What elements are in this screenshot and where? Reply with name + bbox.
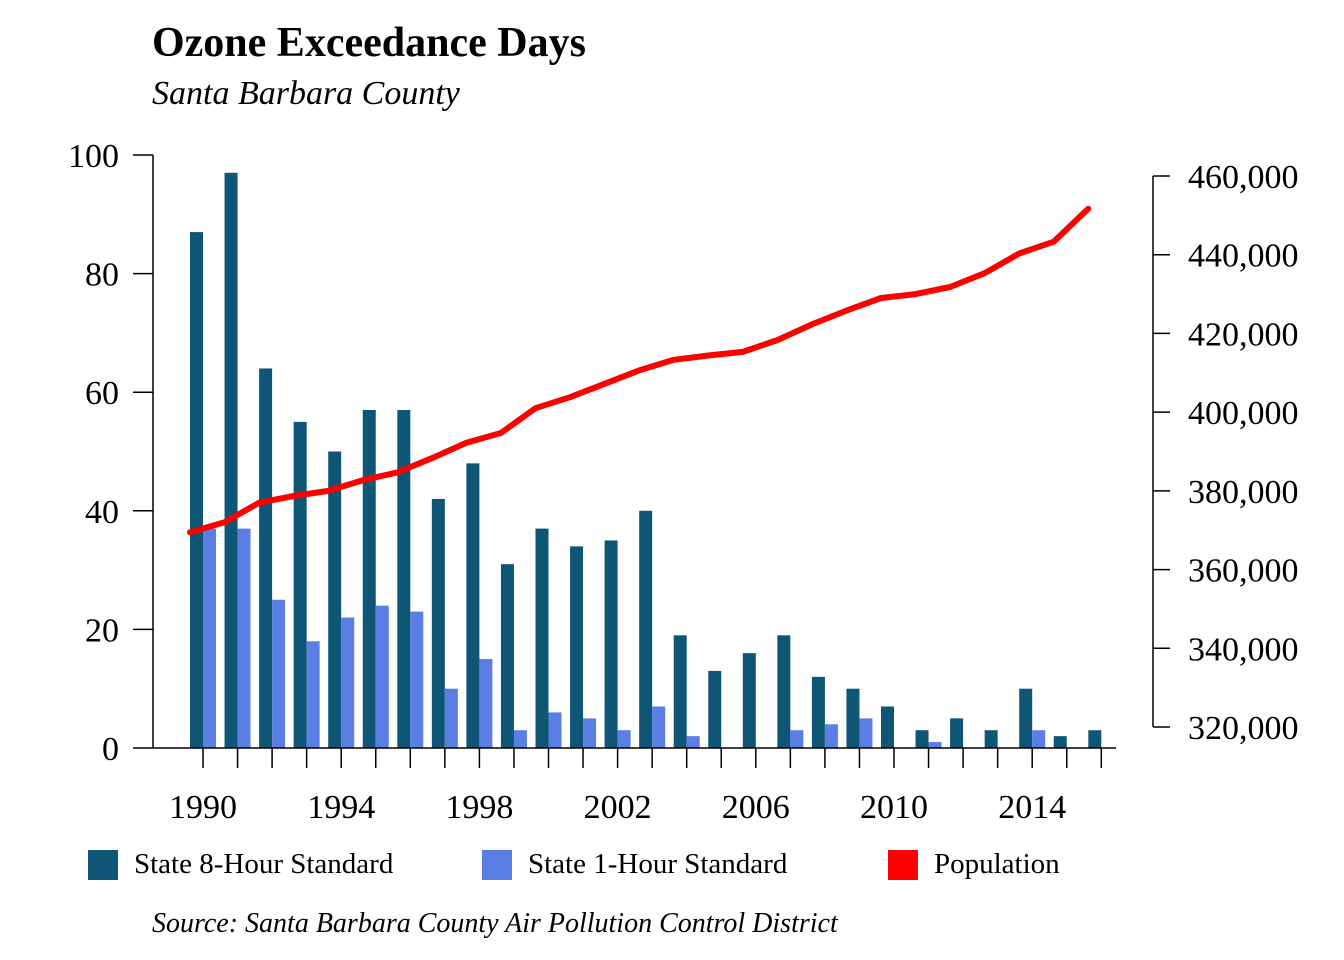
- bar-8-hour: [846, 688, 860, 748]
- bar-1-hour: [410, 611, 424, 748]
- legend-swatch-8-hour: [88, 849, 118, 880]
- population-line-series: [187, 205, 1092, 536]
- left-axis-tick-label: 80: [85, 257, 119, 294]
- bar-8-hour: [1088, 730, 1102, 748]
- bar-1-hour: [790, 730, 804, 748]
- right-axis-tick-label: 400,000: [1188, 395, 1299, 432]
- legend-swatch-population: [888, 849, 918, 880]
- bar-1-hour: [272, 599, 286, 748]
- bar-1-hour: [824, 724, 838, 748]
- right-axis-tick-label: 460,000: [1188, 159, 1299, 196]
- population-line: [187, 205, 1092, 536]
- legend-label-8-hour: State 8-Hour Standard: [134, 848, 394, 880]
- right-axis-tick-label: 340,000: [1188, 631, 1299, 668]
- bar-8-hour: [742, 653, 756, 748]
- legend-item-8-hour: State 8-Hour Standard: [88, 848, 393, 881]
- bar-1-hour: [375, 605, 389, 748]
- bar-1-hour: [479, 659, 493, 748]
- bar-8-hour: [466, 463, 480, 748]
- bar-8-hour: [397, 409, 411, 748]
- bar-8-hour: [259, 368, 273, 748]
- bar-8-hour: [604, 540, 618, 748]
- bar-8-hour: [535, 528, 549, 748]
- legend-item-1-hour: State 1-Hour Standard: [482, 848, 787, 881]
- bar-8-hour: [984, 730, 998, 748]
- left-axis-tick-label: 60: [85, 375, 119, 412]
- legend-swatch-1-hour: [482, 849, 512, 880]
- right-axis-tick-label: 360,000: [1188, 553, 1299, 590]
- bar-8-hour: [224, 172, 238, 749]
- x-axis-tick-label: 1994: [307, 789, 375, 826]
- legend-item-population: Population: [888, 848, 1060, 881]
- x-axis-tick-label: 2010: [860, 789, 928, 826]
- x-axis-tick-label: 1990: [169, 789, 237, 826]
- bar-8-hour: [362, 409, 376, 748]
- left-axis-tick-label: 100: [68, 138, 119, 175]
- bar-8-hour: [950, 718, 964, 748]
- x-axis-tick-label: 2006: [722, 789, 790, 826]
- bar-8-hour: [881, 706, 894, 748]
- source-note: Source: Santa Barbara County Air Polluti…: [152, 908, 838, 939]
- bar-1-hour: [859, 718, 873, 748]
- bar-8-hour: [915, 730, 929, 748]
- right-axis-tick-label: 440,000: [1188, 238, 1299, 275]
- bar-8-hour: [190, 232, 203, 749]
- bar-8-hour: [570, 546, 584, 748]
- right-axis-tick-label: 420,000: [1188, 316, 1299, 353]
- bar-1-hour: [686, 736, 700, 748]
- bar-8-hour: [500, 564, 514, 748]
- bar-8-hour: [1019, 688, 1033, 748]
- right-axis-tick-label: 380,000: [1188, 474, 1299, 511]
- chart-title: Ozone Exceedance Days: [152, 20, 586, 66]
- bar-1-hour: [583, 718, 597, 748]
- x-axis-tick-label: 1998: [445, 789, 513, 826]
- bar-1-hour: [1032, 730, 1046, 748]
- legend: State 8-Hour Standard State 1-Hour Stand…: [88, 848, 1188, 884]
- right-axis-tick-label: 320,000: [1188, 710, 1299, 747]
- bar-8-hour: [431, 498, 445, 748]
- bar-8-hour: [777, 635, 791, 748]
- bar-8-hour: [811, 676, 825, 748]
- bar-8-hour: [673, 635, 687, 748]
- legend-label-population: Population: [934, 848, 1060, 880]
- bar-1-hour: [203, 528, 216, 748]
- bars-8-hour-series: [190, 172, 1102, 749]
- bar-8-hour: [293, 421, 307, 748]
- bar-8-hour: [328, 451, 342, 748]
- chart-subtitle: Santa Barbara County: [152, 75, 460, 112]
- left-axis-tick-label: 0: [102, 731, 119, 768]
- left-axis-tick-label: 40: [85, 494, 119, 531]
- x-axis-tick-label: 2014: [998, 789, 1066, 826]
- bar-8-hour: [1053, 736, 1067, 748]
- bar-1-hour: [237, 528, 251, 748]
- bar-1-hour: [928, 742, 942, 748]
- legend-label-1-hour: State 1-Hour Standard: [528, 848, 788, 880]
- bar-1-hour: [652, 706, 666, 748]
- bar-1-hour: [513, 730, 527, 748]
- bars-1-hour-series: [203, 528, 1046, 748]
- bar-1-hour: [444, 688, 458, 748]
- bar-8-hour: [708, 670, 722, 748]
- axes: 0 20 40 60 80 100 1990 1994 1998 2002 2006 2010 2014…: [68, 138, 1299, 826]
- bar-1-hour: [548, 712, 562, 748]
- bar-1-hour: [341, 617, 355, 748]
- x-axis-tick-label: 2002: [584, 789, 652, 826]
- bar-1-hour: [306, 641, 320, 748]
- bar-1-hour: [617, 730, 631, 748]
- bar-8-hour: [639, 510, 653, 748]
- left-axis-tick-label: 20: [85, 612, 119, 649]
